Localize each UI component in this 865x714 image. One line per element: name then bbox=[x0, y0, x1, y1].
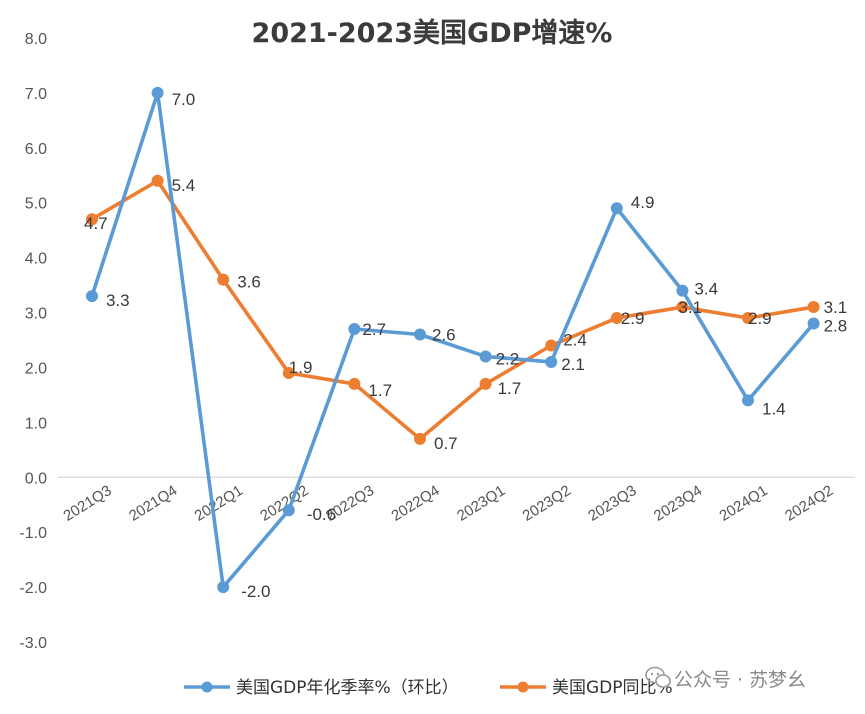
series-0-label-6: 2.2 bbox=[496, 349, 520, 368]
y-axis: 8.0 7.0 6.0 5.0 4.0 3.0 2.0 1.0 0.0 -1.0 -2.0 -3.0 bbox=[19, 31, 47, 652]
series-1-point-8 bbox=[610, 312, 623, 325]
series-1-point-11 bbox=[807, 301, 820, 314]
series-1-label-10: 2.9 bbox=[748, 309, 772, 328]
x-tick-label-7: 2023Q2 bbox=[520, 482, 574, 525]
series-1-label-0: 4.7 bbox=[84, 214, 108, 233]
series-0-label-10: 1.4 bbox=[762, 399, 786, 418]
x-tick-label-1: 2021Q4 bbox=[126, 482, 180, 525]
series-0-point-10 bbox=[742, 394, 754, 407]
y-tick-label-0: 8.0 bbox=[25, 31, 47, 48]
x-tick-label-11: 2024Q2 bbox=[782, 482, 836, 525]
data-labels: 3.3 7.0 -2.0 -0.6 2.7 2.6 2.2 2.1 4.9 3.4 1.4 2.8 4.… bbox=[84, 90, 847, 601]
chart-title: 2021-2023美国GDP增速% bbox=[252, 17, 613, 49]
series-0-point-0 bbox=[86, 290, 98, 303]
series-1-label-11: 3.1 bbox=[824, 298, 848, 317]
series-1-point-9 bbox=[676, 301, 689, 314]
x-tick-label-3: 2022Q2 bbox=[257, 482, 311, 525]
series-0-point-6 bbox=[479, 350, 492, 363]
series-1-point-3 bbox=[282, 366, 295, 379]
series-0-point-2 bbox=[217, 581, 230, 594]
series-0-label-9: 3.4 bbox=[694, 280, 718, 299]
series-0-point-7 bbox=[545, 355, 558, 368]
series-1-label-4: 1.7 bbox=[368, 381, 392, 400]
x-tick-label-6: 2023Q1 bbox=[454, 482, 508, 525]
legend-item-qoq[interactable]: 美国GDP年化季率%（环比） bbox=[184, 678, 459, 698]
y-tick-label-10: -2.0 bbox=[19, 580, 47, 597]
series-1-label-1: 5.4 bbox=[172, 176, 196, 195]
watermark-text: 公众号 · 苏梦幺 bbox=[674, 669, 806, 691]
y-tick-label-7: 1.0 bbox=[25, 415, 47, 432]
y-tick-label-1: 7.0 bbox=[25, 86, 47, 103]
series-1-point-10 bbox=[742, 312, 754, 325]
watermark: 公众号 · 苏梦幺 bbox=[645, 666, 806, 691]
series-1-point-2 bbox=[217, 273, 230, 286]
series-1-point-5 bbox=[414, 432, 426, 445]
series-1-point-4 bbox=[348, 377, 361, 390]
series-0-point-5 bbox=[414, 328, 426, 341]
series-1-label-9: 3.1 bbox=[678, 298, 702, 317]
series-0-point-9 bbox=[676, 284, 689, 297]
legend: 美国GDP年化季率%（环比） 美国GDP同比% bbox=[184, 678, 673, 698]
series-0-label-5: 2.6 bbox=[432, 326, 456, 345]
legend-label-yoy: 美国GDP同比% bbox=[552, 678, 673, 698]
series-0-point-8 bbox=[610, 202, 623, 215]
legend-item-yoy[interactable]: 美国GDP同比% bbox=[500, 678, 673, 698]
series-0-point-3 bbox=[282, 504, 295, 517]
series-0-label-2: -2.0 bbox=[241, 582, 270, 601]
series-0-label-8: 4.9 bbox=[631, 193, 655, 212]
series-1-label-3: 1.9 bbox=[289, 358, 313, 377]
x-tick-label-9: 2023Q4 bbox=[651, 482, 705, 525]
y-tick-label-6: 2.0 bbox=[25, 360, 47, 377]
series-0-label-7: 2.1 bbox=[561, 355, 585, 374]
y-tick-label-9: -1.0 bbox=[19, 525, 47, 542]
series-0-label-3: -0.6 bbox=[307, 505, 336, 524]
y-tick-label-11: -3.0 bbox=[19, 635, 47, 652]
series-1-label-8: 2.9 bbox=[621, 309, 645, 328]
series-1-point-7 bbox=[545, 339, 558, 352]
x-tick-label-2: 2022Q1 bbox=[192, 482, 246, 525]
y-tick-label-4: 4.0 bbox=[25, 251, 47, 268]
series-1-label-5: 0.7 bbox=[434, 434, 458, 453]
y-tick-label-3: 5.0 bbox=[25, 196, 47, 213]
legend-label-qoq: 美国GDP年化季率%（环比） bbox=[236, 678, 459, 698]
series-1-point-1 bbox=[151, 174, 164, 187]
series-line-1 bbox=[90, 178, 816, 441]
series-0-label-0: 3.3 bbox=[106, 291, 130, 310]
y-tick-label-8: 0.0 bbox=[25, 470, 47, 487]
x-tick-label-8: 2023Q3 bbox=[585, 482, 639, 525]
series-0-point-1 bbox=[151, 86, 164, 99]
series-line-0 bbox=[90, 91, 816, 589]
x-axis: 2021Q3 2021Q4 2022Q1 2022Q2 2022Q3 2022Q4 2023… bbox=[60, 482, 836, 525]
series-0-label-4: 2.7 bbox=[362, 320, 386, 339]
series-layer bbox=[86, 86, 820, 594]
y-tick-label-5: 3.0 bbox=[25, 306, 47, 323]
x-tick-label-5: 2022Q4 bbox=[388, 482, 442, 525]
y-tick-label-2: 6.0 bbox=[25, 141, 47, 158]
series-0-label-1: 7.0 bbox=[172, 90, 196, 109]
series-1-label-6: 1.7 bbox=[498, 379, 522, 398]
x-tick-label-10: 2024Q1 bbox=[716, 482, 770, 525]
series-0-label-11: 2.8 bbox=[824, 317, 848, 336]
series-1-point-6 bbox=[479, 377, 492, 390]
series-1-label-2: 3.6 bbox=[237, 273, 261, 292]
series-0-point-11 bbox=[807, 317, 820, 330]
series-1-point-0 bbox=[86, 213, 98, 226]
series-0-point-4 bbox=[348, 323, 361, 336]
series-1-label-7: 2.4 bbox=[563, 330, 587, 349]
wechat-icon bbox=[645, 666, 671, 688]
x-tick-label-0: 2021Q3 bbox=[60, 482, 114, 525]
